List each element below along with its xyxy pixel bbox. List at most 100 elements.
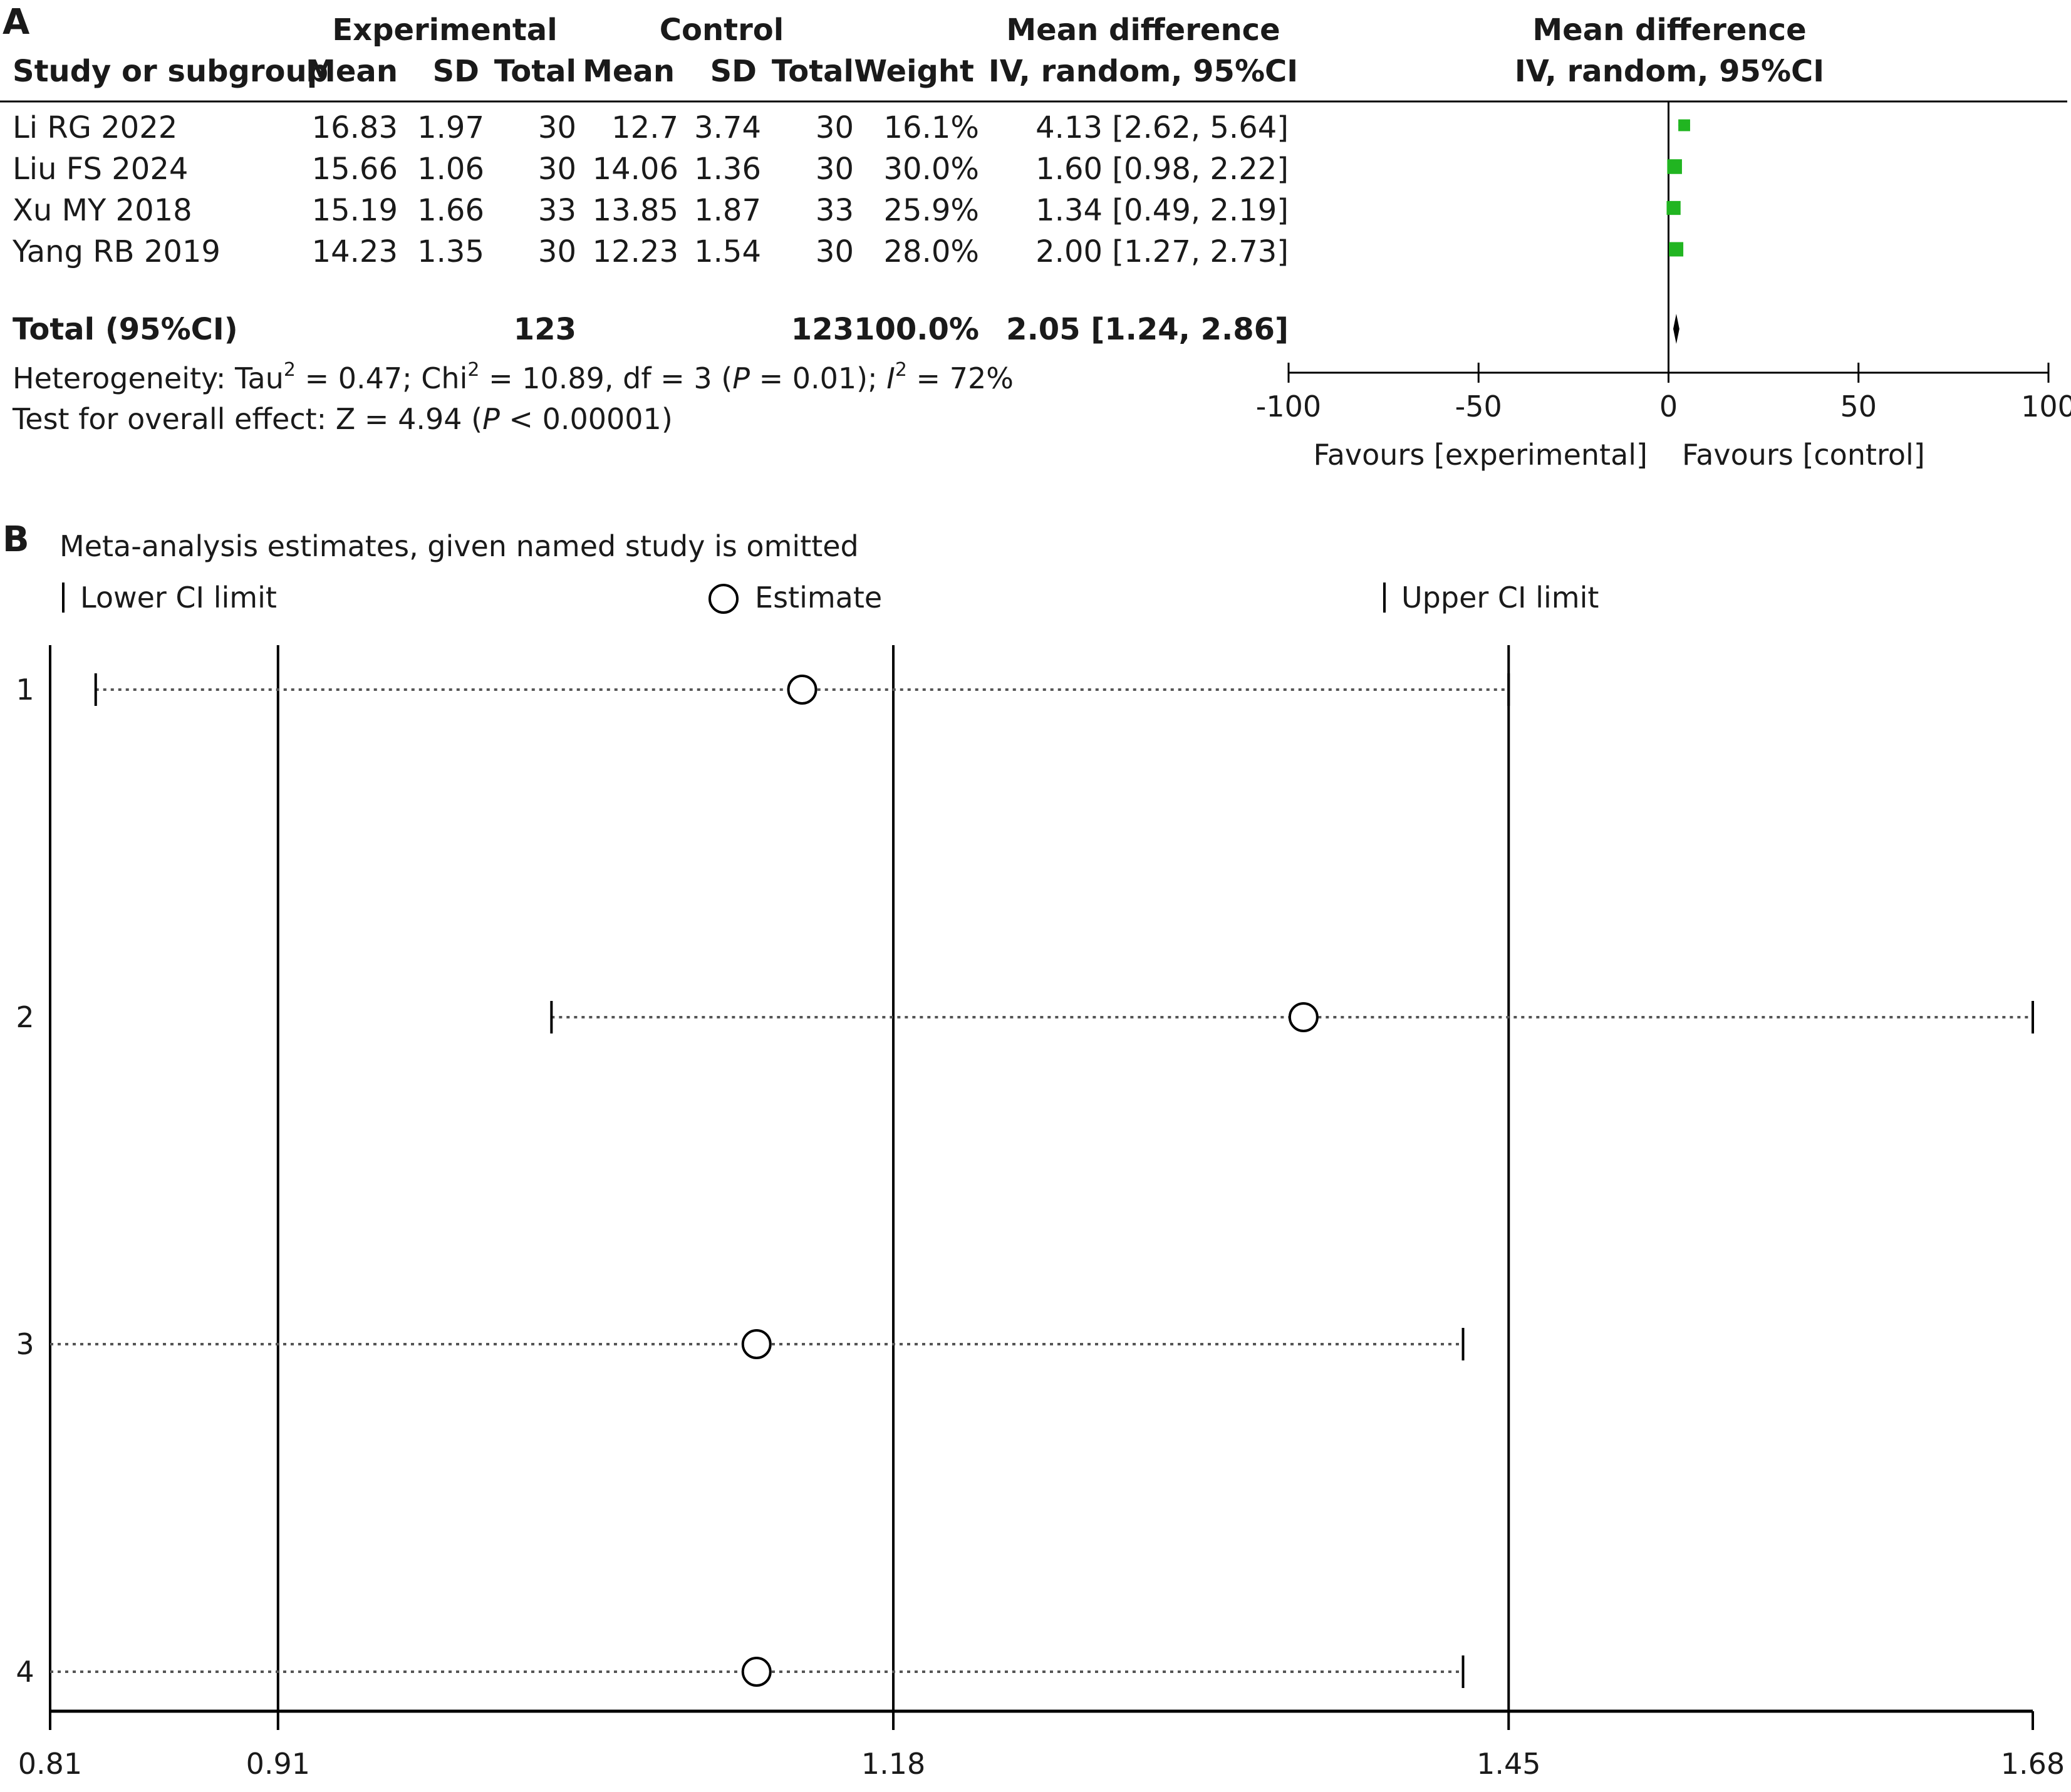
- row-md-ci: 1.60 [0.98, 2.22]: [1036, 152, 1289, 187]
- col-ctl-mean: Mean: [583, 54, 675, 89]
- col-ctl-sd: SD: [710, 54, 757, 89]
- row-study: Yang RB 2019: [12, 234, 221, 269]
- estimate-marker: [1288, 1002, 1319, 1032]
- sensitivity-plot-b: 0.81 0.91 1.18 1.45 1.68 1 2 3 4: [16, 645, 2065, 1781]
- favours-experimental: Favours [experimental]: [1313, 438, 1648, 472]
- estimate-legend-icon: [708, 584, 739, 614]
- col-plot-header: IV, random, 95%CI: [1515, 54, 1824, 89]
- row-exp-sd: 1.35: [417, 234, 484, 269]
- panel-b-title: Meta-analysis estimates, given named stu…: [60, 529, 859, 563]
- total-label: Total (95%CI): [13, 312, 238, 347]
- row-study: Xu MY 2018: [13, 193, 192, 228]
- row-ctl-total: 30: [816, 152, 854, 187]
- row-exp-mean: 15.66: [312, 152, 398, 187]
- header-control: Control: [660, 13, 784, 48]
- row-study: Liu FS 2024: [13, 152, 188, 187]
- x-tick-label-a: 50: [1840, 390, 1877, 423]
- col-exp-sd: SD: [433, 54, 479, 89]
- x-tick-label-a: -50: [1455, 390, 1502, 423]
- row-ctl-total: 30: [816, 234, 854, 269]
- table-row: Xu MY 2018 15.19 1.66 33 13.85 1.87 33 2…: [13, 193, 1289, 228]
- study-marker: [1669, 242, 1684, 257]
- table-row: Yang RB 2019 14.23 1.35 30 12.23 1.54 30…: [12, 234, 1289, 269]
- forest-plot-a: -100 -50 0 50 100: [1256, 101, 2071, 423]
- total-weight: 100.0%: [854, 312, 979, 347]
- x-tick-label-b: 0.91: [246, 1747, 310, 1781]
- table-row: Liu FS 2024 15.66 1.06 30 14.06 1.36 30 …: [13, 152, 1289, 187]
- col-exp-total: Total: [494, 54, 576, 89]
- row-ctl-sd: 1.87: [694, 193, 761, 228]
- panel-a-label: A: [3, 2, 30, 43]
- total-md-ci: 2.05 [1.24, 2.86]: [1006, 312, 1289, 347]
- column-headers: Study or subgroup Mean SD Total Mean SD …: [13, 54, 1824, 89]
- legend-lower: Lower CI limit: [80, 581, 277, 614]
- x-tick-label-a: 100: [2021, 390, 2071, 423]
- legend-upper: Upper CI limit: [1401, 581, 1599, 614]
- row-weight: 30.0%: [884, 152, 979, 187]
- x-tick-label-a: 0: [1659, 390, 1678, 423]
- heterogeneity-text: Heterogeneity: Tau2 = 0.47; Chi2 = 10.89…: [13, 359, 1014, 395]
- row-ctl-mean: 12.7: [611, 110, 678, 145]
- x-tick-label-a: -100: [1256, 390, 1321, 423]
- estimate-marker: [741, 1329, 772, 1359]
- row-exp-total: 33: [538, 193, 576, 228]
- estimate-marker: [787, 675, 818, 705]
- total-exp: 123: [514, 312, 576, 347]
- table-row: Li RG 2022 16.83 1.97 30 12.7 3.74 30 16…: [13, 110, 1289, 145]
- estimate-marker: [741, 1657, 772, 1687]
- row-ctl-total: 30: [816, 110, 854, 145]
- row-ctl-mean: 13.85: [593, 193, 678, 228]
- x-tick-label-b: 0.81: [18, 1747, 82, 1781]
- row-md-ci: 4.13 [2.62, 5.64]: [1036, 110, 1289, 145]
- row-label: 3: [16, 1327, 34, 1361]
- row-md-ci: 1.34 [0.49, 2.19]: [1036, 193, 1289, 228]
- row-md-ci: 2.00 [1.27, 2.73]: [1036, 234, 1289, 269]
- row-exp-mean: 15.19: [312, 193, 398, 228]
- row-ctl-mean: 12.23: [593, 234, 678, 269]
- row-exp-sd: 1.06: [417, 152, 484, 187]
- col-study: Study or subgroup: [13, 54, 328, 89]
- row-weight: 28.0%: [884, 234, 979, 269]
- study-marker: [1667, 159, 1682, 174]
- row-label: 4: [16, 1655, 34, 1689]
- row-ctl-sd: 3.74: [694, 110, 761, 145]
- row-exp-total: 30: [538, 234, 576, 269]
- col-md-ci: IV, random, 95%CI: [989, 54, 1298, 89]
- row-exp-mean: 16.83: [312, 110, 398, 145]
- row-ctl-total: 33: [816, 193, 854, 228]
- col-weight: Weight: [854, 54, 974, 89]
- row-exp-mean: 14.23: [312, 234, 398, 269]
- total-row: Total (95%CI) 123 123 100.0% 2.05 [1.24,…: [13, 312, 1289, 347]
- panel-b-label: B: [3, 519, 29, 560]
- header-md-left: Mean difference: [1006, 13, 1280, 48]
- x-tick-label-b: 1.45: [1477, 1747, 1540, 1781]
- row-ctl-sd: 1.36: [694, 152, 761, 187]
- col-ctl-total: Total: [772, 54, 854, 89]
- row-study: Li RG 2022: [13, 110, 177, 145]
- total-ctl: 123: [791, 312, 854, 347]
- row-label: 2: [16, 1000, 34, 1034]
- x-tick-label-b: 1.18: [861, 1747, 925, 1781]
- pooled-diamond: [1673, 314, 1679, 344]
- study-marker: [1666, 200, 1681, 215]
- row-exp-sd: 1.66: [417, 193, 484, 228]
- study-marker: [1678, 119, 1690, 132]
- row-exp-total: 30: [538, 110, 576, 145]
- row-exp-sd: 1.97: [417, 110, 484, 145]
- overall-effect-text: Test for overall effect: Z = 4.94 (P < 0…: [12, 402, 673, 436]
- row-weight: 25.9%: [884, 193, 979, 228]
- favours-control: Favours [control]: [1682, 438, 1925, 472]
- row-weight: 16.1%: [884, 110, 979, 145]
- header-md-right: Mean difference: [1532, 13, 1806, 48]
- header-experimental: Experimental: [332, 13, 557, 48]
- sensitivity-legend: Lower CI limit Estimate Upper CI limit: [62, 581, 1599, 614]
- study-table: Li RG 2022 16.83 1.97 30 12.7 3.74 30 16…: [12, 110, 1289, 269]
- row-ctl-mean: 14.06: [593, 152, 678, 187]
- row-label: 1: [16, 673, 34, 707]
- row-exp-total: 30: [538, 152, 576, 187]
- legend-estimate: Estimate: [755, 581, 882, 614]
- row-ctl-sd: 1.54: [694, 234, 761, 269]
- col-exp-mean: Mean: [306, 54, 398, 89]
- x-tick-label-b: 1.68: [2001, 1747, 2065, 1781]
